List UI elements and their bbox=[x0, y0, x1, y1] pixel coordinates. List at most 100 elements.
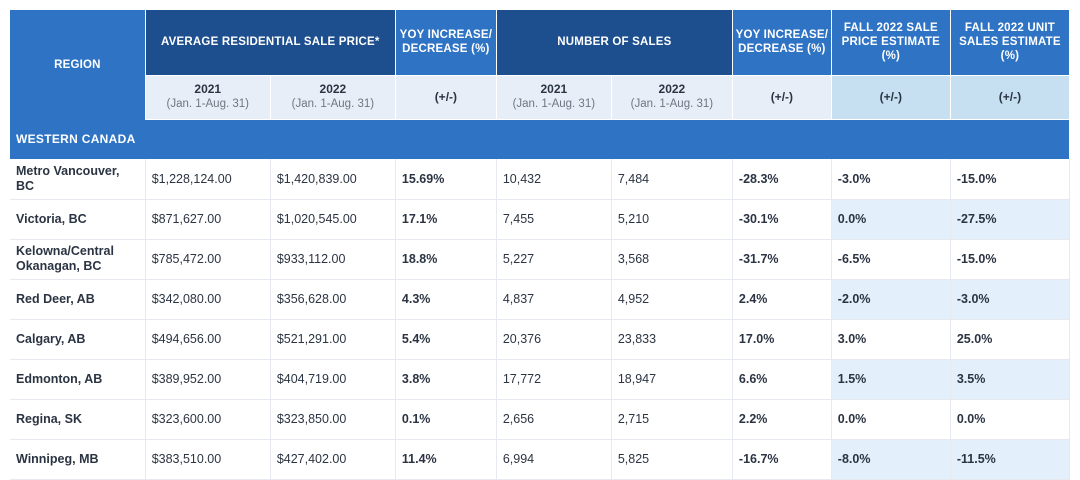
date-range-label: (Jan. 1-Aug. 31) bbox=[630, 98, 714, 110]
fall-price-cell: -6.5% bbox=[831, 239, 951, 280]
table-row: Regina, SK $323,600.00 $323,850.00 0.1% 2,65… bbox=[10, 399, 1071, 440]
sales-2021-cell: 20,376 bbox=[496, 319, 612, 360]
sales-2021-header: 2021 (Jan. 1-Aug. 31) bbox=[496, 75, 612, 120]
region-cell: Kelowna/Central Okanagan, BC bbox=[10, 239, 146, 280]
region-header: REGION bbox=[10, 10, 146, 119]
price-2021-cell: $323,600.00 bbox=[145, 399, 271, 440]
yoy-price-cell: 15.69% bbox=[395, 159, 497, 200]
region-cell: Metro Vancouver, BC bbox=[10, 159, 146, 200]
fall-price-cell: 0.0% bbox=[831, 399, 951, 440]
fall-price-cell: -2.0% bbox=[831, 279, 951, 320]
section-western-canada: WESTERN CANADA bbox=[10, 119, 1070, 159]
region-cell: Edmonton, AB bbox=[10, 359, 146, 400]
yoy-sales-cell: 6.6% bbox=[732, 359, 832, 400]
price-2022-cell: $427,402.00 bbox=[270, 439, 396, 480]
sales-2021-cell: 7,455 bbox=[496, 199, 612, 240]
price-2022-cell: $404,719.00 bbox=[270, 359, 396, 400]
fall-units-header: FALL 2022 UNIT SALES ESTIMATE (%) bbox=[950, 10, 1071, 76]
sales-2022-cell: 7,484 bbox=[611, 159, 733, 200]
price-2021-cell: $1,228,124.00 bbox=[145, 159, 271, 200]
price-2022-cell: $1,020,545.00 bbox=[270, 199, 396, 240]
fall-price-cell: -8.0% bbox=[831, 439, 951, 480]
yoy-sales-cell: -28.3% bbox=[732, 159, 832, 200]
sales-2021-cell: 4,837 bbox=[496, 279, 612, 320]
year-label: 2022 bbox=[658, 82, 686, 96]
yoy-sales-cell: -16.7% bbox=[732, 439, 832, 480]
fall-price-cell: 3.0% bbox=[831, 319, 951, 360]
price-2022-cell: $933,112.00 bbox=[270, 239, 396, 280]
price-2021-cell: $342,080.00 bbox=[145, 279, 271, 320]
region-cell: Regina, SK bbox=[10, 399, 146, 440]
sales-2021-cell: 10,432 bbox=[496, 159, 612, 200]
table-row: Kelowna/Central Okanagan, BC $785,472.00 $… bbox=[10, 239, 1071, 280]
yoy-price-cell: 3.8% bbox=[395, 359, 497, 400]
region-cell: Red Deer, AB bbox=[10, 279, 146, 320]
fall-units-cell: -3.0% bbox=[950, 279, 1071, 320]
price-2021-cell: $785,472.00 bbox=[145, 239, 271, 280]
yoy-sales-cell: 2.2% bbox=[732, 399, 832, 440]
yoy-price-unit: (+/-) bbox=[395, 75, 497, 120]
region-cell: Winnipeg, MB bbox=[10, 439, 146, 480]
fall-price-header: FALL 2022 SALE PRICE ESTIMATE (%) bbox=[831, 10, 951, 76]
table-row: Victoria, BC $871,627.00 $1,020,545.00 17.1… bbox=[10, 199, 1071, 240]
fall-units-cell: 3.5% bbox=[950, 359, 1071, 400]
table-row: Calgary, AB $494,656.00 $521,291.00 5.4% 20,… bbox=[10, 319, 1071, 360]
yoy-price-cell: 18.8% bbox=[395, 239, 497, 280]
yoy-price-cell: 5.4% bbox=[395, 319, 497, 360]
sales-2022-cell: 3,568 bbox=[611, 239, 733, 280]
region-cell: Calgary, AB bbox=[10, 319, 146, 360]
date-range-label: (Jan. 1-Aug. 31) bbox=[166, 98, 249, 110]
fall-units-cell: -11.5% bbox=[950, 439, 1071, 480]
num-sales-header: NUMBER OF SALES bbox=[496, 10, 733, 76]
fall-units-cell: -15.0% bbox=[950, 159, 1071, 200]
price-2022-header: 2022 (Jan. 1-Aug. 31) bbox=[270, 75, 396, 120]
table-row: Winnipeg, MB $383,510.00 $427,402.00 11.4% 6… bbox=[10, 439, 1071, 480]
avg-price-header: AVERAGE RESIDENTIAL SALE PRICE* bbox=[145, 10, 396, 76]
fall-price-unit: (+/-) bbox=[831, 75, 951, 120]
fall-price-cell: -3.0% bbox=[831, 159, 951, 200]
sales-2021-cell: 2,656 bbox=[496, 399, 612, 440]
fall-units-unit: (+/-) bbox=[950, 75, 1071, 120]
fall-price-cell: 0.0% bbox=[831, 199, 951, 240]
sales-2022-cell: 4,952 bbox=[611, 279, 733, 320]
sales-2021-cell: 5,227 bbox=[496, 239, 612, 280]
table-row: Red Deer, AB $342,080.00 $356,628.00 4.3% 4,… bbox=[10, 279, 1071, 320]
region-cell: Victoria, BC bbox=[10, 199, 146, 240]
price-2021-cell: $494,656.00 bbox=[145, 319, 271, 360]
price-2021-cell: $871,627.00 bbox=[145, 199, 271, 240]
sales-2022-cell: 18,947 bbox=[611, 359, 733, 400]
year-label: 2022 bbox=[319, 82, 347, 96]
price-2022-cell: $521,291.00 bbox=[270, 319, 396, 360]
sales-2022-cell: 23,833 bbox=[611, 319, 733, 360]
yoy-price-cell: 17.1% bbox=[395, 199, 497, 240]
price-2021-cell: $383,510.00 bbox=[145, 439, 271, 480]
price-2022-cell: $323,850.00 bbox=[270, 399, 396, 440]
yoy-sales-cell: 17.0% bbox=[732, 319, 832, 360]
yoy-sales-cell: 2.4% bbox=[732, 279, 832, 320]
yoy-sales-cell: -30.1% bbox=[732, 199, 832, 240]
table-row: Metro Vancouver, BC $1,228,124.00 $1,420,8… bbox=[10, 159, 1071, 200]
fall-price-cell: 1.5% bbox=[831, 359, 951, 400]
sales-2022-header: 2022 (Jan. 1-Aug. 31) bbox=[611, 75, 733, 120]
yoy-price-cell: 4.3% bbox=[395, 279, 497, 320]
year-label: 2021 bbox=[540, 82, 568, 96]
date-range-label: (Jan. 1-Aug. 31) bbox=[512, 98, 596, 110]
yoy-sales-unit: (+/-) bbox=[732, 75, 832, 120]
sales-2021-cell: 17,772 bbox=[496, 359, 612, 400]
price-2021-cell: $389,952.00 bbox=[145, 359, 271, 400]
year-label: 2021 bbox=[194, 82, 222, 96]
yoy-sales-cell: -31.7% bbox=[732, 239, 832, 280]
date-range-label: (Jan. 1-Aug. 31) bbox=[291, 98, 375, 110]
fall-units-cell: -27.5% bbox=[950, 199, 1071, 240]
sales-2022-cell: 5,825 bbox=[611, 439, 733, 480]
price-2022-cell: $1,420,839.00 bbox=[270, 159, 396, 200]
yoy-price-cell: 0.1% bbox=[395, 399, 497, 440]
sales-2022-cell: 5,210 bbox=[611, 199, 733, 240]
sales-2022-cell: 2,715 bbox=[611, 399, 733, 440]
fall-units-cell: 25.0% bbox=[950, 319, 1071, 360]
sales-2021-cell: 6,994 bbox=[496, 439, 612, 480]
fall-units-cell: 0.0% bbox=[950, 399, 1071, 440]
yoy-price-cell: 11.4% bbox=[395, 439, 497, 480]
fall-units-cell: -15.0% bbox=[950, 239, 1071, 280]
